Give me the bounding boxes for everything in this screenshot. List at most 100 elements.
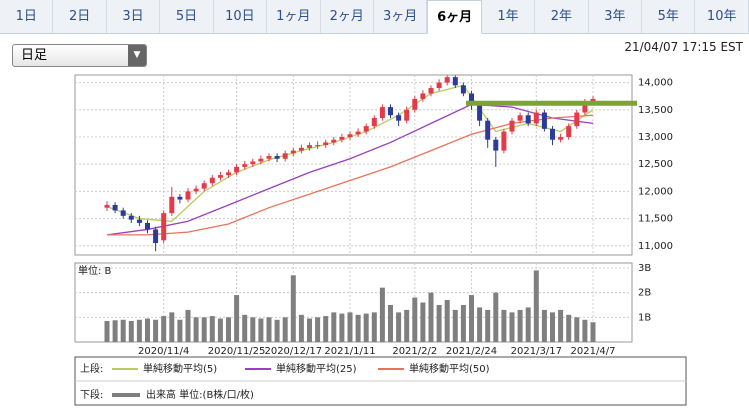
- candle-body: [266, 156, 272, 159]
- tab[interactable]: 2ヶ月: [321, 0, 374, 33]
- x-tick-label: 2021/4/7: [571, 346, 616, 357]
- candle-body: [460, 85, 466, 94]
- candle-body: [590, 98, 596, 102]
- candle-body: [566, 126, 572, 137]
- volume-bar: [250, 317, 256, 342]
- tab[interactable]: 2年: [535, 0, 589, 33]
- x-tick-label: 2020/11/4: [138, 346, 189, 357]
- tab[interactable]: 6ヶ月: [427, 0, 482, 34]
- candle-body: [307, 145, 312, 148]
- candle-body: [396, 115, 402, 121]
- legend-entry: 単純移動平均(50): [409, 362, 490, 375]
- candle-body: [371, 117, 377, 127]
- candle-body: [250, 161, 256, 165]
- y2-tick-label: 3B: [638, 263, 651, 274]
- tab[interactable]: 3年: [589, 0, 643, 33]
- candle-body: [420, 93, 426, 99]
- candle-body: [582, 101, 588, 113]
- tab[interactable]: 1年: [482, 0, 536, 33]
- volume-bar: [136, 319, 142, 342]
- y2-tick-label: 1B: [638, 312, 651, 323]
- volume-bar: [558, 309, 564, 342]
- candle-body: [509, 120, 515, 132]
- tab[interactable]: 3ヶ月: [374, 0, 428, 33]
- volume-bar: [590, 322, 596, 342]
- candle-body: [177, 196, 183, 200]
- candle-body: [226, 172, 231, 176]
- volume-bar: [153, 319, 159, 342]
- legend-entry: 単純移動平均(5): [143, 362, 217, 375]
- candle-body: [169, 196, 175, 214]
- tab[interactable]: 2日: [53, 0, 107, 33]
- volume-bar: [533, 270, 539, 342]
- volume-bar: [452, 309, 458, 342]
- tab[interactable]: 10年: [695, 0, 749, 33]
- candle-body: [379, 107, 385, 118]
- volume-bar: [388, 304, 393, 342]
- candle-body: [541, 112, 547, 129]
- candle-body: [104, 204, 110, 208]
- tab[interactable]: 3日: [107, 0, 161, 33]
- volume-bar: [517, 309, 523, 342]
- volume-bar: [541, 309, 547, 342]
- timestamp: 21/04/07 17:15 EST: [624, 40, 743, 54]
- volume-bar: [420, 302, 426, 342]
- candle-body: [242, 164, 248, 167]
- legend-label: 上段:: [80, 362, 103, 375]
- volume-bar: [177, 319, 183, 342]
- candle-body: [444, 77, 450, 83]
- candle-body: [363, 126, 369, 132]
- candle-body: [550, 128, 555, 140]
- candle-body: [388, 107, 393, 116]
- tab[interactable]: 10日: [214, 0, 268, 33]
- candle-body: [161, 213, 167, 241]
- volume-bar: [201, 317, 207, 342]
- volume-bar: [371, 312, 377, 342]
- volume-bar: [323, 316, 329, 342]
- volume-bar: [404, 309, 410, 342]
- candle-body: [339, 136, 345, 140]
- tab[interactable]: 5年: [642, 0, 696, 33]
- volume-bar: [493, 292, 499, 342]
- legend-label: 下段:: [80, 388, 103, 401]
- volume-panel: [74, 262, 633, 343]
- x-tick-label: 2021/2/2: [392, 346, 437, 357]
- candle-body: [517, 115, 523, 121]
- volume-bar: [339, 313, 345, 342]
- timeframe-dropdown[interactable]: 日足 ▼: [12, 44, 147, 67]
- candle-body: [217, 175, 223, 178]
- candle-body: [153, 229, 159, 244]
- tab[interactable]: 5日: [160, 0, 214, 33]
- candle-body: [185, 191, 191, 200]
- volume-bar: [444, 300, 450, 342]
- volume-bar: [185, 309, 191, 342]
- volume-bar: [217, 318, 223, 342]
- y-tick-label: 11,000: [638, 241, 673, 252]
- y-tick-label: 13,500: [638, 105, 673, 116]
- tab[interactable]: 1ヶ月: [267, 0, 321, 33]
- x-tick-label: 2020/12/17: [264, 346, 322, 357]
- volume-bar: [193, 317, 199, 342]
- candle-body: [404, 109, 410, 121]
- candle-body: [574, 112, 580, 127]
- candle-body: [234, 166, 240, 173]
- candle-body: [298, 147, 304, 151]
- volume-bar: [379, 287, 385, 342]
- y-tick-label: 12,500: [638, 159, 673, 170]
- candle-body: [525, 115, 531, 124]
- candle-body: [493, 139, 499, 151]
- volume-bar: [477, 307, 483, 342]
- volume-bar: [574, 317, 580, 342]
- volume-unit: 単位: B: [78, 264, 112, 277]
- volume-bar: [355, 314, 361, 342]
- volume-bar: [274, 319, 280, 342]
- candle-body: [209, 177, 215, 184]
- volume-bar: [112, 320, 118, 342]
- candle-body: [193, 188, 199, 192]
- volume-bar: [509, 312, 515, 342]
- dropdown-arrow[interactable]: ▼: [128, 45, 146, 66]
- candle-body: [501, 131, 507, 151]
- tab[interactable]: 1日: [0, 0, 54, 33]
- volume-bar: [315, 317, 321, 342]
